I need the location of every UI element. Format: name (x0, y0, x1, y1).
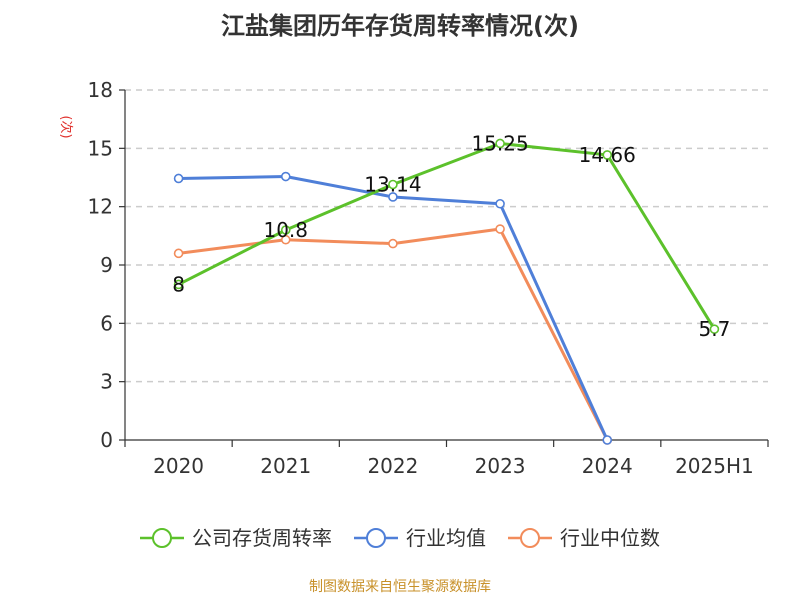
data-label: 13.14 (364, 173, 421, 197)
data-label: 8 (172, 272, 185, 296)
legend-label: 行业均值 (406, 526, 486, 550)
x-tick-label: 2022 (367, 454, 418, 478)
x-tick-label: 2025H1 (675, 454, 754, 478)
data-point (388, 238, 398, 249)
series-line-1 (178, 175, 609, 441)
y-tick-label: 3 (100, 370, 113, 394)
data-label: 10.8 (263, 218, 308, 242)
data-point (495, 138, 505, 149)
series-lines (173, 138, 720, 445)
grid-lines (125, 89, 768, 383)
y-axis-unit: (次) (58, 115, 74, 138)
data-label: 5.7 (699, 317, 731, 341)
y-tick-label: 9 (100, 253, 113, 277)
data-point (388, 179, 398, 190)
legend-item-1[interactable]: 行业均值 (354, 526, 486, 550)
data-point (173, 279, 184, 290)
x-tick-label: 2021 (260, 454, 311, 478)
legend-item-0[interactable]: 公司存货周转率 (140, 526, 332, 550)
data-point (602, 150, 613, 160)
x-tick-label: 2024 (582, 454, 633, 478)
legend: 公司存货周转率 行业均值 行业中位数 (140, 526, 660, 550)
data-point (280, 225, 291, 235)
data-point (602, 435, 613, 445)
y-tick-label: 12 (88, 195, 113, 219)
data-point (173, 173, 184, 184)
series-line-2 (178, 227, 609, 441)
y-tick-label: 6 (100, 311, 113, 335)
legend-label: 公司存货周转率 (192, 526, 332, 550)
data-point (495, 224, 505, 234)
x-tick-label: 2020 (153, 454, 204, 478)
legend-marker-icon (366, 528, 386, 548)
data-point (388, 192, 398, 202)
data-labels: 8 10.8 13.14 15.25 14.66 5.7 (172, 131, 730, 341)
series-line-0 (177, 141, 716, 330)
x-tick-label: 2023 (475, 454, 526, 478)
source-note: 制图数据来自恒生聚源数据库 (309, 579, 491, 595)
data-point (280, 234, 291, 245)
legend-marker-icon (520, 528, 540, 548)
data-label: 14.66 (579, 143, 636, 167)
y-tick-label: 18 (88, 78, 113, 102)
data-point (173, 248, 184, 259)
legend-marker-icon (152, 528, 172, 548)
data-point (495, 198, 505, 209)
y-tick-label: 15 (88, 136, 113, 160)
data-label: 15.25 (471, 131, 528, 155)
y-tick-label: 0 (100, 428, 113, 452)
data-point (709, 324, 720, 334)
legend-item-2[interactable]: 行业中位数 (508, 526, 660, 550)
legend-label: 行业中位数 (560, 526, 660, 550)
axes: 0 3 6 9 12 15 18 2020 2021 2022 2023 2024 2025H1 (次) (58, 78, 769, 478)
chart-title: 江盐集团历年存货周转率情况(次) (221, 12, 579, 40)
data-point (280, 171, 291, 182)
